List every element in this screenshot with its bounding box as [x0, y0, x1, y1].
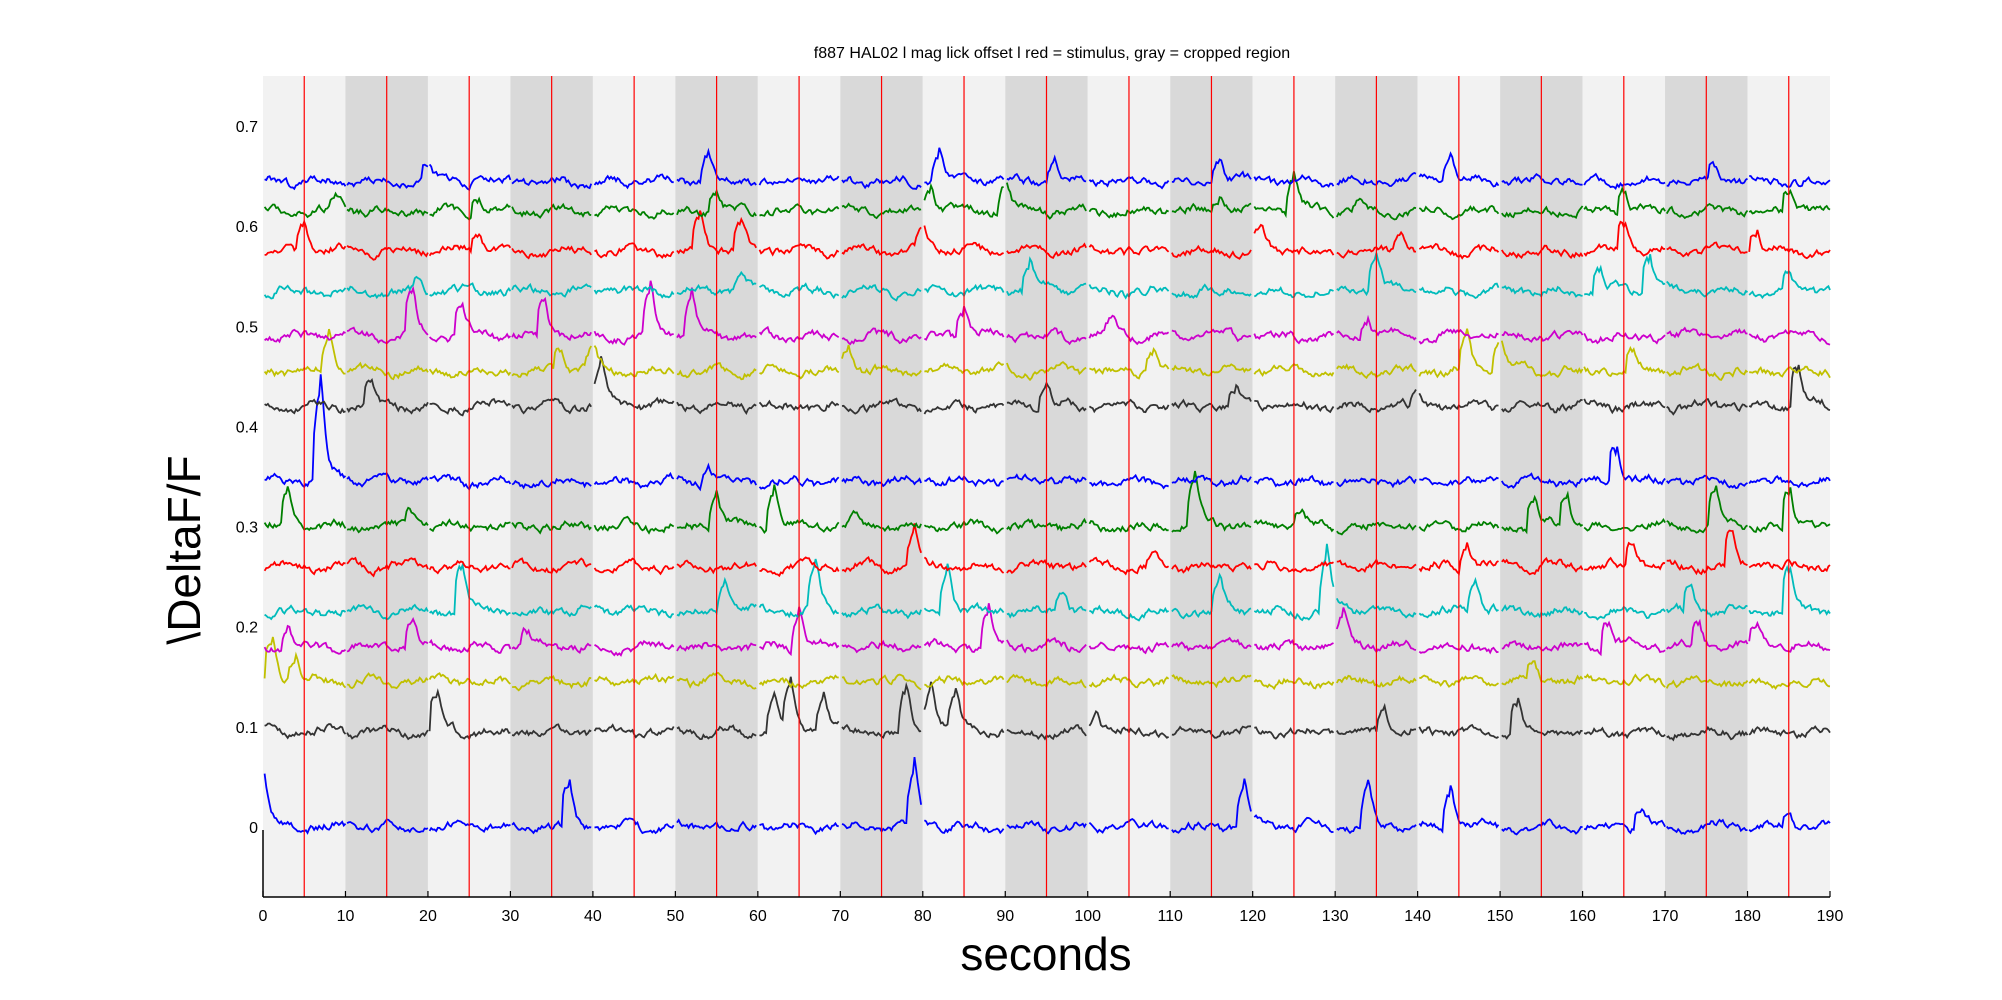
y-axis-label: \DeltaF/F	[158, 455, 210, 644]
axes	[262, 830, 1830, 898]
x-tick-label-3: 30	[502, 908, 520, 925]
y-tick-label-2: 0.2	[236, 620, 258, 637]
y-tick-label-1: 0.1	[236, 720, 258, 737]
x-tick-label-19: 190	[1817, 908, 1844, 925]
y-tick-label-4: 0.4	[236, 419, 258, 436]
x-tick-label-11: 110	[1157, 908, 1183, 925]
y-tick-label-5: 0.5	[236, 319, 258, 336]
y-ticks: 0 0.1 0.2 0.3 0.4 0.5 0.6 0.7	[236, 119, 258, 837]
x-tick-label-8: 80	[914, 908, 932, 925]
chart-title: f887 HAL02 l mag lick offset l red = sti…	[814, 45, 1290, 62]
x-tick-label-12: 120	[1239, 908, 1266, 925]
x-tick-label-13: 130	[1322, 908, 1349, 925]
x-tick-label-7: 70	[831, 908, 849, 925]
x-tick-label-14: 140	[1404, 908, 1431, 925]
x-tick-label-10: 100	[1074, 908, 1101, 925]
x-ticks: 0 10 20 30 40 50 60 70 80 90 100 110 120 130 140 150 160…	[259, 891, 1844, 925]
x-axis-label: seconds	[960, 928, 1131, 980]
y-tick-label-0: 0	[249, 820, 258, 837]
stimulus-lines	[303, 76, 1790, 897]
y-tick-label-7: 0.7	[236, 119, 258, 136]
x-tick-label-5: 50	[666, 908, 684, 925]
x-tick-label-0: 0	[259, 908, 268, 925]
x-tick-label-2: 20	[419, 908, 437, 925]
x-tick-label-9: 90	[996, 908, 1014, 925]
y-tick-label-6: 0.6	[236, 219, 258, 236]
x-tick-label-15: 150	[1487, 908, 1514, 925]
x-tick-label-1: 10	[337, 908, 355, 925]
x-tick-label-17: 170	[1652, 908, 1679, 925]
x-tick-label-4: 40	[584, 908, 602, 925]
x-tick-label-16: 160	[1569, 908, 1596, 925]
y-tick-label-3: 0.3	[236, 520, 258, 537]
x-tick-label-6: 60	[749, 908, 767, 925]
x-tick-label-18: 180	[1734, 908, 1761, 925]
